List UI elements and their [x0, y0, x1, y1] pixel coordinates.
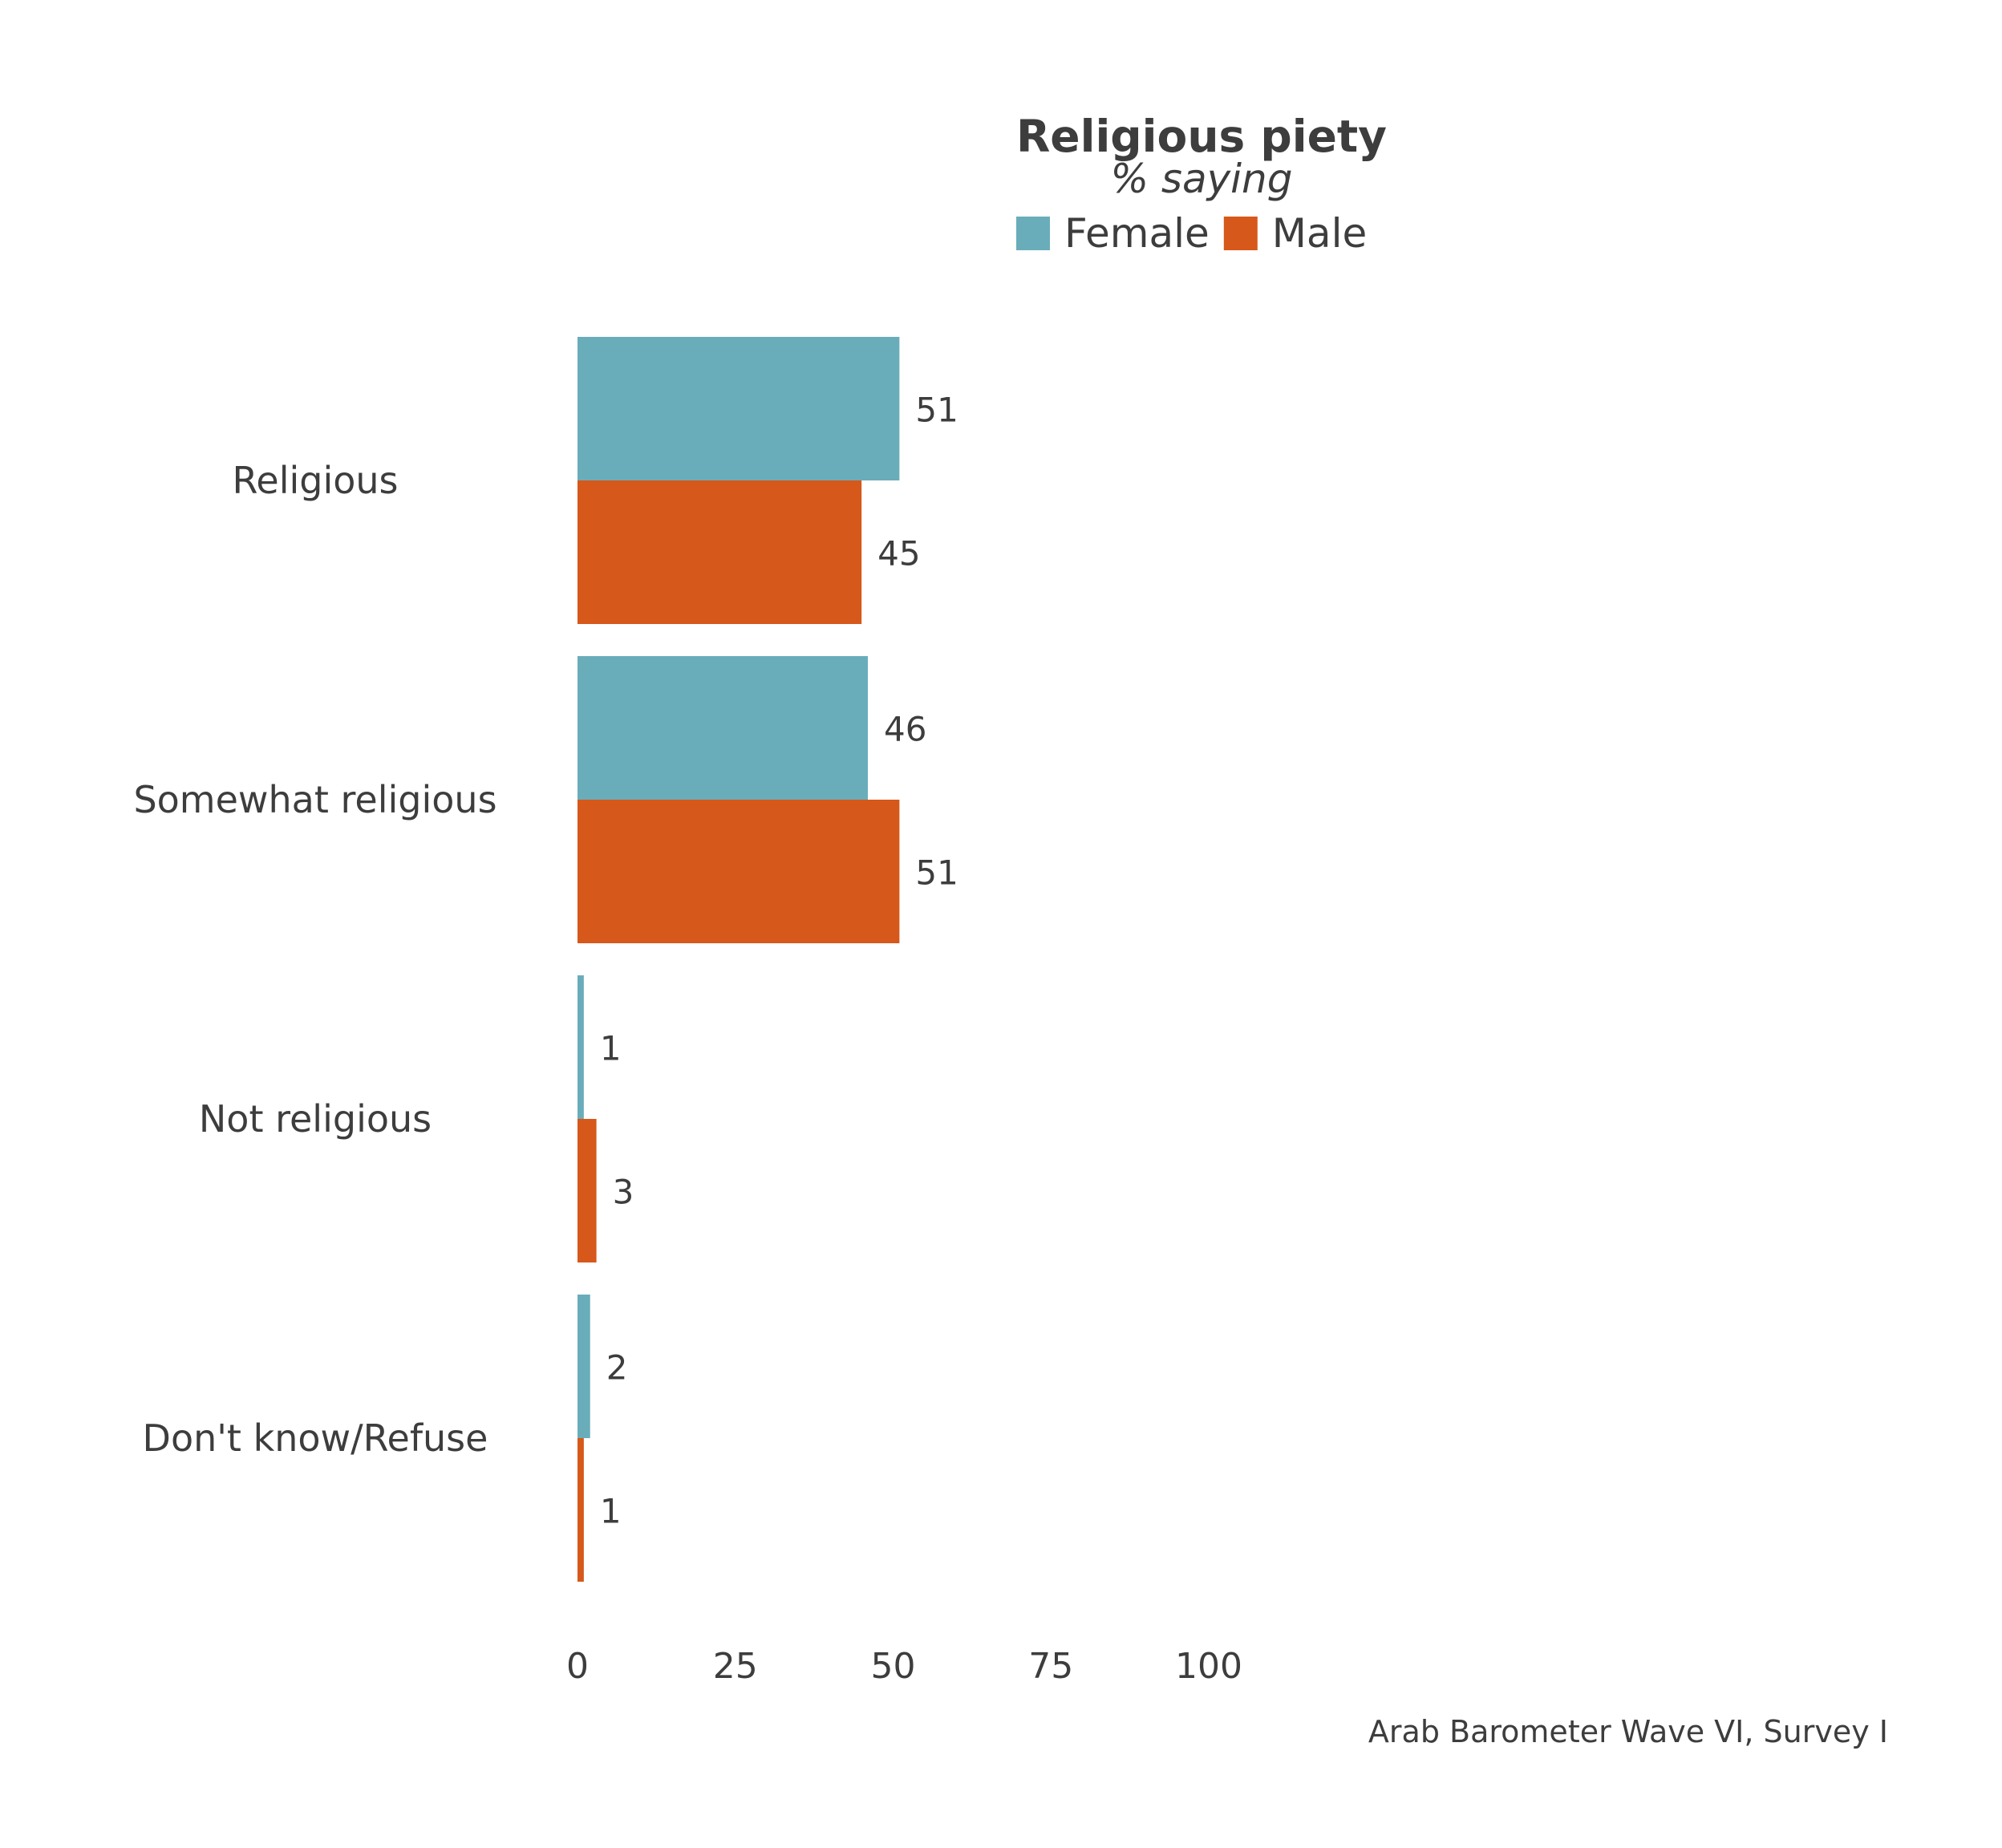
- chart-header: Religious piety % saying: [1016, 111, 1387, 202]
- x-tick-label-50: 50: [871, 1646, 916, 1687]
- legend-item-male: Male: [1223, 210, 1367, 257]
- category-label-somewhat-religious: Somewhat religious: [133, 778, 496, 821]
- category-labels: Religious Somewhat religious Not religious…: [133, 459, 496, 1460]
- bar-don-t-know-refuse-male: [578, 1438, 584, 1582]
- bar-religious-male: [578, 480, 862, 624]
- value-label-somewhat-religious-female: 46: [884, 710, 926, 749]
- bars: [578, 337, 900, 1582]
- chart-title: Religious piety: [1016, 111, 1387, 162]
- bar-not-religious-female: [578, 975, 584, 1119]
- value-label-religious-female: 51: [915, 391, 958, 430]
- category-label-not-religious: Not religious: [199, 1097, 432, 1141]
- value-label-not-religious-female: 1: [600, 1029, 622, 1068]
- value-label-don-t-know-refuse-female: 2: [606, 1348, 628, 1388]
- legend-label-female: Female: [1064, 210, 1210, 257]
- value-labels: 51 45 46 51 1 3 2 1: [600, 391, 958, 1531]
- category-label-religious: Religious: [233, 459, 399, 502]
- bar-don-t-know-refuse-female: [578, 1295, 590, 1438]
- legend-swatch-female: [1016, 217, 1050, 250]
- x-tick-label-100: 100: [1175, 1646, 1242, 1687]
- value-label-don-t-know-refuse-male: 1: [600, 1492, 622, 1531]
- x-tick-label-25: 25: [713, 1646, 758, 1687]
- value-label-somewhat-religious-male: 51: [915, 853, 958, 893]
- x-tick-label-75: 75: [1028, 1646, 1073, 1687]
- legend-item-female: Female: [1016, 210, 1210, 257]
- x-tick-label-0: 0: [566, 1646, 589, 1687]
- category-label-don-t-know-refuse: Don't know/Refuse: [143, 1416, 488, 1460]
- value-label-religious-male: 45: [877, 534, 920, 573]
- legend-label-male: Male: [1272, 210, 1367, 257]
- bar-religious-female: [578, 337, 900, 480]
- chart-caption: Arab Barometer Wave VI, Survey I: [1368, 1714, 1888, 1749]
- chart-subtitle: % saying: [1110, 156, 1292, 202]
- bar-somewhat-religious-male: [578, 800, 900, 943]
- legend: Female Male: [1016, 210, 1367, 257]
- legend-swatch-male: [1223, 217, 1258, 250]
- bar-somewhat-religious-female: [578, 656, 869, 800]
- value-label-not-religious-male: 3: [613, 1173, 634, 1212]
- x-axis: 0 25 50 75 100: [566, 1646, 1242, 1687]
- bar-not-religious-male: [578, 1119, 597, 1262]
